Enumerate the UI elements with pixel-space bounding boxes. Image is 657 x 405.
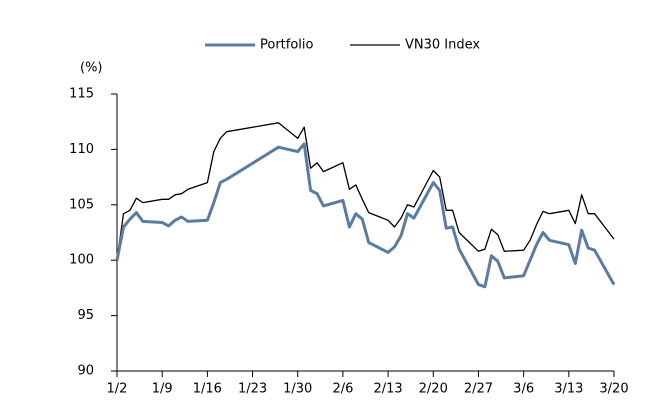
x-tick-label: 1/16	[193, 382, 222, 397]
y-tick-label: 95	[77, 308, 94, 323]
x-tick-label: 1/30	[283, 382, 312, 397]
y-tick-label: 105	[69, 197, 94, 212]
y-tick-label: 115	[69, 87, 94, 102]
x-tick-label: 2/6	[332, 382, 353, 397]
x-tick-label: 3/6	[513, 382, 534, 397]
y-tick-label: 90	[77, 364, 94, 379]
series-line	[116, 122, 615, 261]
x-tick-label: 3/20	[599, 382, 628, 397]
series-line	[115, 142, 616, 289]
x-tick-label: 2/20	[419, 382, 448, 397]
legend-label: VN30 Index	[405, 38, 480, 53]
x-tick-label: 1/23	[238, 382, 267, 397]
x-tick-label: 1/2	[107, 382, 128, 397]
x-tick-label: 3/13	[554, 382, 583, 397]
x-tick-label: 2/13	[373, 382, 402, 397]
legend-label: Portfolio	[260, 38, 314, 53]
y-axis-label: (%)	[80, 61, 103, 76]
x-tick-label: 1/9	[152, 382, 173, 397]
x-tick-label: 2/27	[464, 382, 493, 397]
y-tick-label: 100	[69, 253, 94, 268]
y-tick-label: 110	[69, 142, 94, 157]
